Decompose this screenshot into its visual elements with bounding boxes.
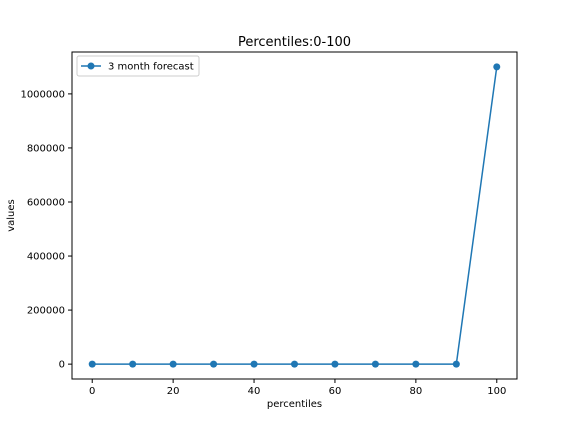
y-tick-label: 400000	[27, 252, 65, 263]
chart-title: Percentiles:0-100	[238, 35, 351, 50]
legend-label: 3 month forecast	[108, 62, 194, 73]
x-tick-label: 80	[409, 386, 422, 397]
data-point	[210, 360, 218, 368]
data-point	[129, 360, 137, 368]
x-tick-label: 20	[167, 386, 180, 397]
plot-area	[88, 63, 501, 368]
data-point	[250, 360, 258, 368]
x-tick-label: 40	[248, 386, 261, 397]
plot-frame	[71, 51, 518, 380]
x-axis-label: percentiles	[267, 399, 322, 410]
x-tick-label: 100	[487, 386, 506, 397]
y-tick-label: 600000	[27, 197, 65, 208]
y-axis-label: values	[6, 199, 17, 232]
data-point	[169, 360, 177, 368]
x-tick-label: 0	[89, 386, 95, 397]
data-point	[452, 360, 460, 368]
data-point	[493, 63, 501, 71]
data-point	[291, 360, 298, 368]
x-tick-label: 60	[329, 386, 342, 397]
y-tick-label: 1000000	[20, 89, 65, 100]
axes: 0 20 40 60 80 100 0 200000 400000 600000 800000 100…	[20, 51, 518, 397]
data-point	[331, 360, 339, 368]
y-tick-label: 800000	[27, 143, 65, 154]
legend-frame	[76, 55, 200, 77]
data-point	[88, 360, 96, 368]
legend: 3 month forecast	[76, 55, 200, 77]
data-point	[371, 360, 379, 368]
data-point	[412, 360, 420, 368]
legend-marker-sample	[87, 62, 95, 70]
y-tick-label: 200000	[27, 306, 65, 317]
y-tick-label: 0	[59, 360, 65, 371]
